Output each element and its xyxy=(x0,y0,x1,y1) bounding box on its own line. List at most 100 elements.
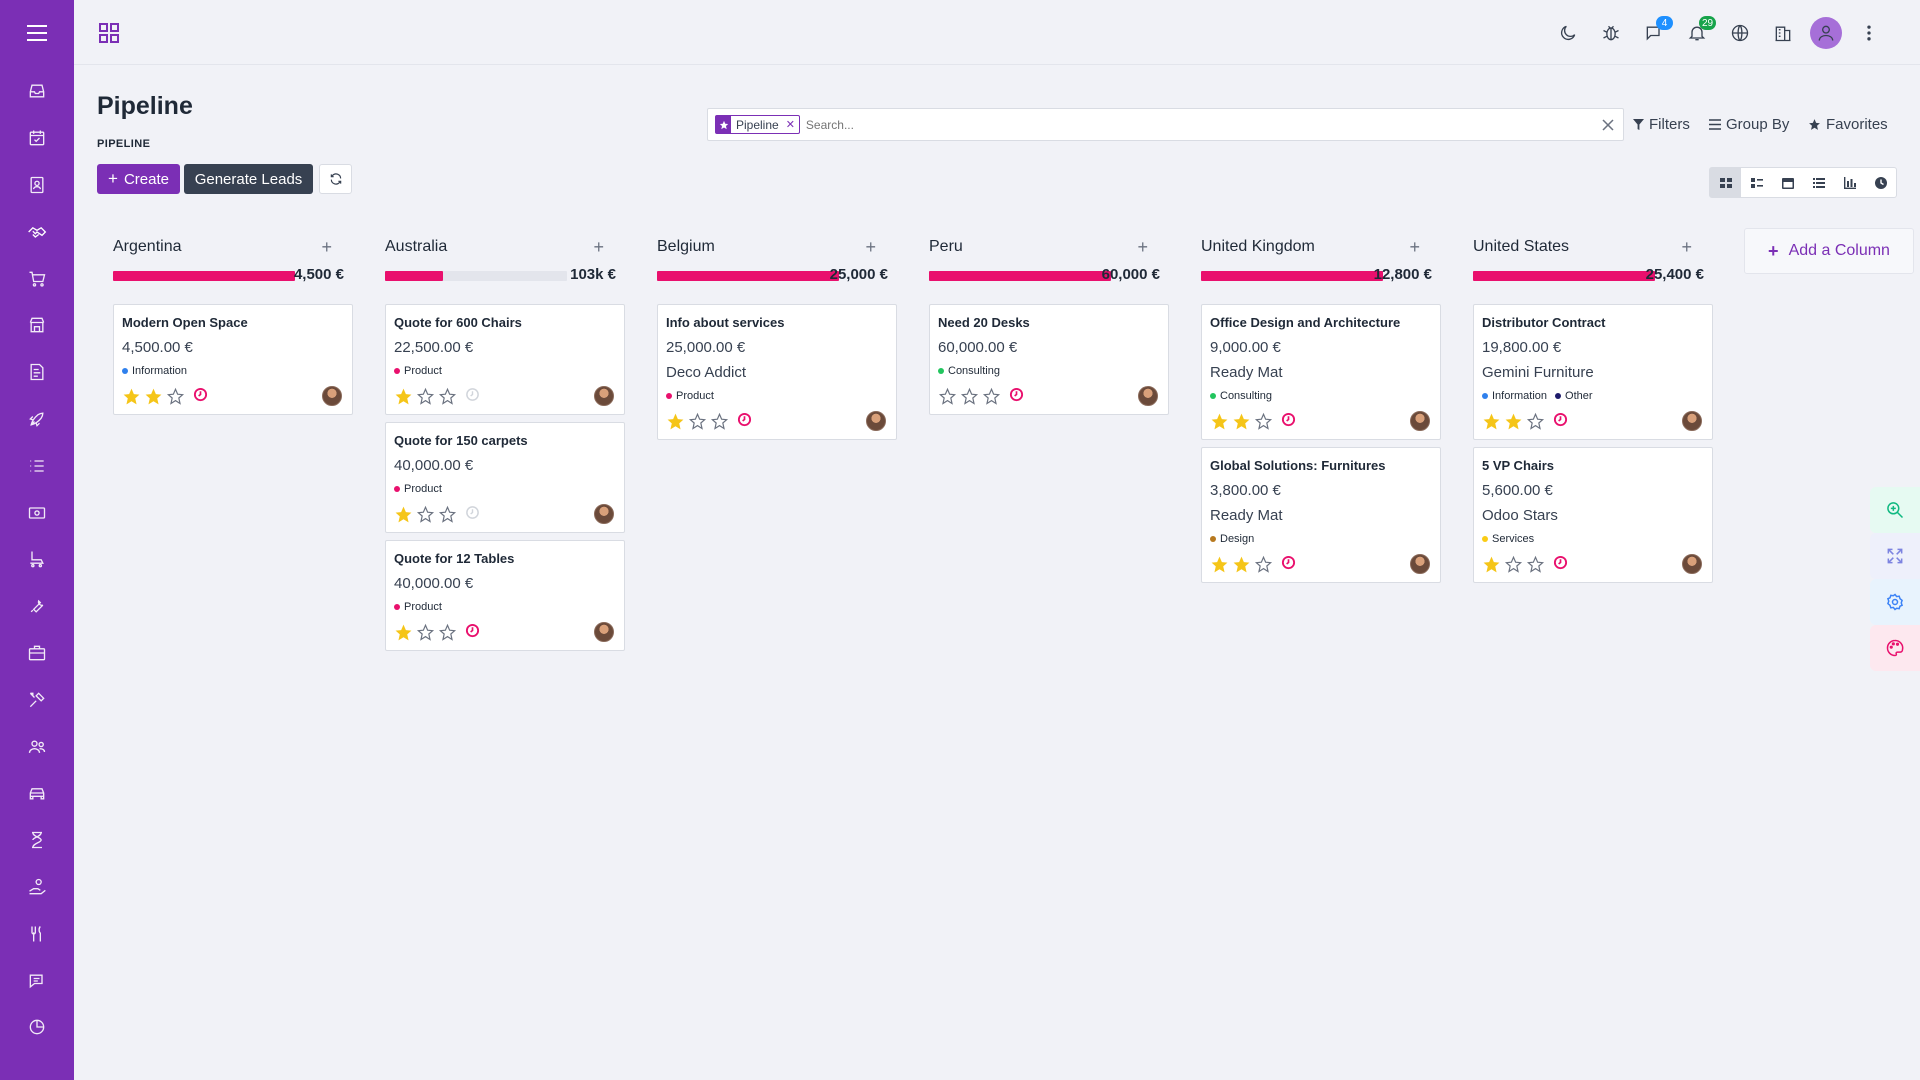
activity-clock-icon[interactable] xyxy=(1548,412,1568,430)
salesperson-avatar[interactable] xyxy=(1410,411,1430,431)
quick-create-icon[interactable]: + xyxy=(1409,237,1420,257)
briefcase-icon[interactable] xyxy=(0,630,74,677)
user-avatar[interactable] xyxy=(1804,14,1847,52)
zoom-icon[interactable] xyxy=(1870,487,1920,533)
priority-star-icon[interactable] xyxy=(394,505,413,524)
calendar-check-icon[interactable] xyxy=(0,115,74,162)
quick-create-icon[interactable]: + xyxy=(321,237,332,257)
column-title[interactable]: Peru xyxy=(929,238,963,255)
priority-star-icon[interactable] xyxy=(1482,412,1501,431)
activity-clock-icon[interactable] xyxy=(460,505,480,523)
priority-star-icon[interactable] xyxy=(394,387,413,406)
kanban-card[interactable]: Need 20 Desks 60,000.00 € Consulting xyxy=(929,304,1169,415)
salesperson-avatar[interactable] xyxy=(594,386,614,406)
search-input[interactable] xyxy=(805,117,1593,132)
activity-clock-icon[interactable] xyxy=(460,623,480,641)
priority-star-icon[interactable] xyxy=(1526,412,1545,431)
kanban-card[interactable]: Modern Open Space 4,500.00 € Information xyxy=(113,304,353,415)
kanban-view-icon[interactable] xyxy=(1710,168,1741,197)
column-title[interactable]: Belgium xyxy=(657,238,715,255)
kanban-card[interactable]: Office Design and Architecture 9,000.00 €… xyxy=(1201,304,1441,440)
progress-bar[interactable] xyxy=(1473,271,1655,281)
activity-clock-icon[interactable] xyxy=(460,387,480,405)
progress-bar[interactable] xyxy=(113,271,295,281)
salesperson-avatar[interactable] xyxy=(1682,554,1702,574)
priority-star-icon[interactable] xyxy=(1232,555,1251,574)
activity-clock-icon[interactable] xyxy=(732,412,752,430)
priority-star-icon[interactable] xyxy=(1254,412,1273,431)
activity-clock-icon[interactable] xyxy=(188,387,208,405)
chat-icon[interactable] xyxy=(0,957,74,1004)
priority-star-icon[interactable] xyxy=(122,387,141,406)
kanban-card[interactable]: Quote for 12 Tables 40,000.00 € Product xyxy=(385,540,625,651)
activity-view-icon[interactable] xyxy=(1865,168,1896,197)
list-detail-view-icon[interactable] xyxy=(1741,168,1772,197)
priority-star-icon[interactable] xyxy=(666,412,685,431)
hamburger-icon[interactable] xyxy=(0,20,74,46)
priority-star-icon[interactable] xyxy=(438,505,457,524)
list-view-icon[interactable] xyxy=(1803,168,1834,197)
progress-bar[interactable] xyxy=(385,271,567,281)
priority-star-icon[interactable] xyxy=(438,623,457,642)
salesperson-avatar[interactable] xyxy=(322,386,342,406)
column-title[interactable]: Australia xyxy=(385,238,448,255)
refresh-button[interactable] xyxy=(319,164,352,194)
debug-bug-icon[interactable] xyxy=(1589,14,1632,52)
priority-star-icon[interactable] xyxy=(1254,555,1273,574)
activity-clock-icon[interactable] xyxy=(1276,412,1296,430)
priority-star-icon[interactable] xyxy=(982,387,1001,406)
graph-view-icon[interactable] xyxy=(1834,168,1865,197)
kanban-card[interactable]: Quote for 600 Chairs 22,500.00 € Product xyxy=(385,304,625,415)
calendar-view-icon[interactable] xyxy=(1772,168,1803,197)
kanban-card[interactable]: 5 VP Chairs 5,600.00 € Odoo Stars Services xyxy=(1473,447,1713,583)
priority-star-icon[interactable] xyxy=(1504,555,1523,574)
priority-star-icon[interactable] xyxy=(1210,412,1229,431)
breadcrumb[interactable]: PIPELINE xyxy=(97,138,151,150)
priority-star-icon[interactable] xyxy=(1526,555,1545,574)
inbox-icon[interactable] xyxy=(0,68,74,115)
clear-search-icon[interactable] xyxy=(1593,118,1623,131)
palette-icon[interactable] xyxy=(1870,625,1920,671)
utensils-icon[interactable] xyxy=(0,910,74,957)
facet-remove-icon[interactable]: ✕ xyxy=(785,119,795,131)
priority-star-icon[interactable] xyxy=(438,387,457,406)
add-column-button[interactable]: + Add a Column xyxy=(1744,228,1914,274)
globe-icon[interactable] xyxy=(1718,14,1761,52)
priority-star-icon[interactable] xyxy=(144,387,163,406)
column-title[interactable]: Argentina xyxy=(113,238,182,255)
progress-bar[interactable] xyxy=(657,271,839,281)
car-icon[interactable] xyxy=(0,770,74,817)
activity-clock-icon[interactable] xyxy=(1548,555,1568,573)
chat-icon[interactable]: 4 xyxy=(1632,14,1675,52)
priority-star-icon[interactable] xyxy=(960,387,979,406)
filters-button[interactable]: Filters xyxy=(1633,116,1690,133)
rocket-icon[interactable] xyxy=(0,396,74,443)
bell-icon[interactable]: 29 xyxy=(1675,14,1718,52)
pie-chart-icon[interactable] xyxy=(0,1004,74,1051)
column-title[interactable]: United States xyxy=(1473,238,1570,255)
create-button[interactable]: + Create xyxy=(97,164,180,194)
activity-clock-icon[interactable] xyxy=(1276,555,1296,573)
tasks-list-icon[interactable] xyxy=(0,442,74,489)
salesperson-avatar[interactable] xyxy=(1410,554,1430,574)
priority-star-icon[interactable] xyxy=(394,623,413,642)
crm-handshake-icon[interactable] xyxy=(0,208,74,255)
quick-create-icon[interactable]: + xyxy=(593,237,604,257)
invoice-icon[interactable] xyxy=(0,349,74,396)
priority-star-icon[interactable] xyxy=(416,623,435,642)
fullscreen-icon[interactable] xyxy=(1870,533,1920,579)
dark-mode-icon[interactable] xyxy=(1546,14,1589,52)
skate-icon[interactable] xyxy=(0,536,74,583)
quick-create-icon[interactable]: + xyxy=(1681,237,1692,257)
priority-star-icon[interactable] xyxy=(938,387,957,406)
hand-coin-icon[interactable] xyxy=(0,864,74,911)
tools-icon[interactable] xyxy=(0,676,74,723)
generate-leads-button[interactable]: Generate Leads xyxy=(184,164,313,194)
more-vertical-icon[interactable] xyxy=(1847,14,1890,52)
apps-grid-icon[interactable] xyxy=(98,22,120,44)
store-icon[interactable] xyxy=(0,302,74,349)
priority-star-icon[interactable] xyxy=(1504,412,1523,431)
activity-clock-icon[interactable] xyxy=(1004,387,1024,405)
column-title[interactable]: United Kingdom xyxy=(1201,238,1315,255)
priority-star-icon[interactable] xyxy=(416,505,435,524)
